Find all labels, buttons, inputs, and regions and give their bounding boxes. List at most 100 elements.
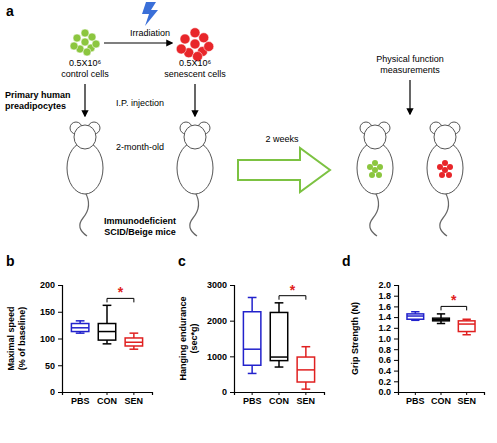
boxes (243, 297, 314, 389)
diagram-text: preadipocytes (5, 101, 66, 111)
whisker-cap (302, 346, 311, 348)
x-axis: PBS CON SEN (399, 392, 485, 406)
axis-line (63, 393, 153, 396)
mouse-tail (440, 192, 449, 236)
tick-mark (394, 339, 398, 340)
diagram-text: senescent cells (164, 69, 226, 79)
tick-label: 50 (45, 361, 55, 371)
panel-label: a (6, 3, 14, 19)
tick-label: PBS (406, 396, 425, 406)
arrow (194, 84, 195, 116)
cell (190, 39, 200, 49)
tick-mark (394, 360, 398, 361)
cell (88, 33, 96, 41)
axis-line (58, 286, 63, 393)
arrow (104, 42, 172, 43)
diagram-text: Immunodeficient (104, 216, 176, 226)
cell (439, 172, 445, 178)
cell (376, 172, 382, 178)
mouse-head (74, 125, 96, 149)
lightning (142, 2, 158, 26)
mouse-tail (370, 192, 379, 236)
x-tick: PBS (406, 392, 425, 406)
whisker (106, 305, 108, 323)
mouse-head (364, 125, 386, 149)
box (407, 312, 424, 321)
diagram-text: Irradiation (130, 28, 170, 38)
tick-mark (58, 365, 62, 366)
axis-line (230, 286, 235, 393)
median (270, 356, 287, 358)
tick-mark (252, 392, 253, 395)
whisker-cap (437, 313, 445, 315)
tick-label: 0.4 (378, 366, 391, 376)
y-tick: 1.0 (378, 334, 398, 344)
diagram-text: Primary human (5, 90, 71, 100)
cell (377, 164, 383, 170)
tick-mark (394, 349, 398, 350)
mouse-body (427, 142, 463, 194)
x-tick: PBS (71, 392, 90, 406)
y-tick: 2.0 (378, 280, 398, 290)
tick-label: CON (431, 396, 451, 406)
tick-mark (230, 285, 234, 286)
tick-label: SEN (297, 396, 316, 406)
mouse (427, 122, 463, 236)
tick-label: 1.2 (378, 323, 391, 333)
diagram-text: 0.5X10⁶ (179, 58, 212, 68)
whisker-cap (463, 318, 471, 320)
x-axis: PBSCONSEN (63, 392, 153, 406)
y-tick: 1.4 (378, 312, 398, 322)
panel-label: c (178, 253, 186, 269)
box-body (71, 324, 88, 332)
figure: aIrradiation0.5X10⁶control cells0.5X10⁶s… (0, 0, 497, 443)
whisker-cap (463, 334, 471, 336)
whisker (251, 365, 253, 373)
cell (447, 164, 453, 170)
diagram-text: measurements (380, 65, 440, 75)
panel-label: d (342, 253, 351, 269)
tick-label: SEN (457, 396, 476, 406)
tick-mark (230, 321, 234, 322)
tick-mark (394, 371, 398, 372)
cell (81, 29, 89, 37)
box-body (458, 321, 475, 332)
cell (81, 38, 89, 46)
tick-label: 0.2 (378, 377, 391, 387)
whisker-cap (411, 311, 419, 313)
significance-label: * (451, 292, 457, 308)
tick-mark (230, 392, 234, 393)
box (98, 305, 115, 344)
whisker-cap (103, 343, 112, 345)
y-tick: 150 (40, 307, 62, 317)
box-chart: c0100020003000Hanging endurance(sec*g)PB… (178, 253, 325, 406)
tick-label: 0 (222, 387, 227, 397)
whisker-cap (437, 323, 445, 325)
tick-mark (441, 392, 442, 395)
y-axis: 0.00.20.40.60.81.01.21.41.61.82.0 (378, 280, 398, 397)
cell (367, 164, 373, 170)
median (243, 348, 260, 350)
axis-line (235, 393, 325, 396)
mouse (67, 122, 103, 236)
tick-mark (58, 312, 62, 313)
tick-label: 1.8 (378, 291, 391, 301)
median (458, 323, 475, 325)
tick-label: 1.6 (378, 302, 391, 312)
y-axis: 0100020003000 (207, 280, 235, 397)
y-axis-title: Hanging endurance (178, 296, 188, 380)
y-tick: 50 (45, 361, 62, 371)
x-axis: PBSCONSEN (235, 392, 325, 406)
cell (446, 172, 452, 178)
arrow (409, 80, 410, 114)
box (458, 319, 475, 335)
median (297, 369, 314, 371)
tick-mark (58, 339, 62, 340)
tick-label: 2000 (207, 316, 227, 326)
box-body (407, 314, 424, 319)
whisker (251, 297, 253, 311)
y-axis: 050100150200 (40, 280, 63, 397)
y-tick: 0.2 (378, 377, 398, 387)
y-tick: 200 (40, 280, 62, 290)
tick-label: 0 (50, 387, 55, 397)
